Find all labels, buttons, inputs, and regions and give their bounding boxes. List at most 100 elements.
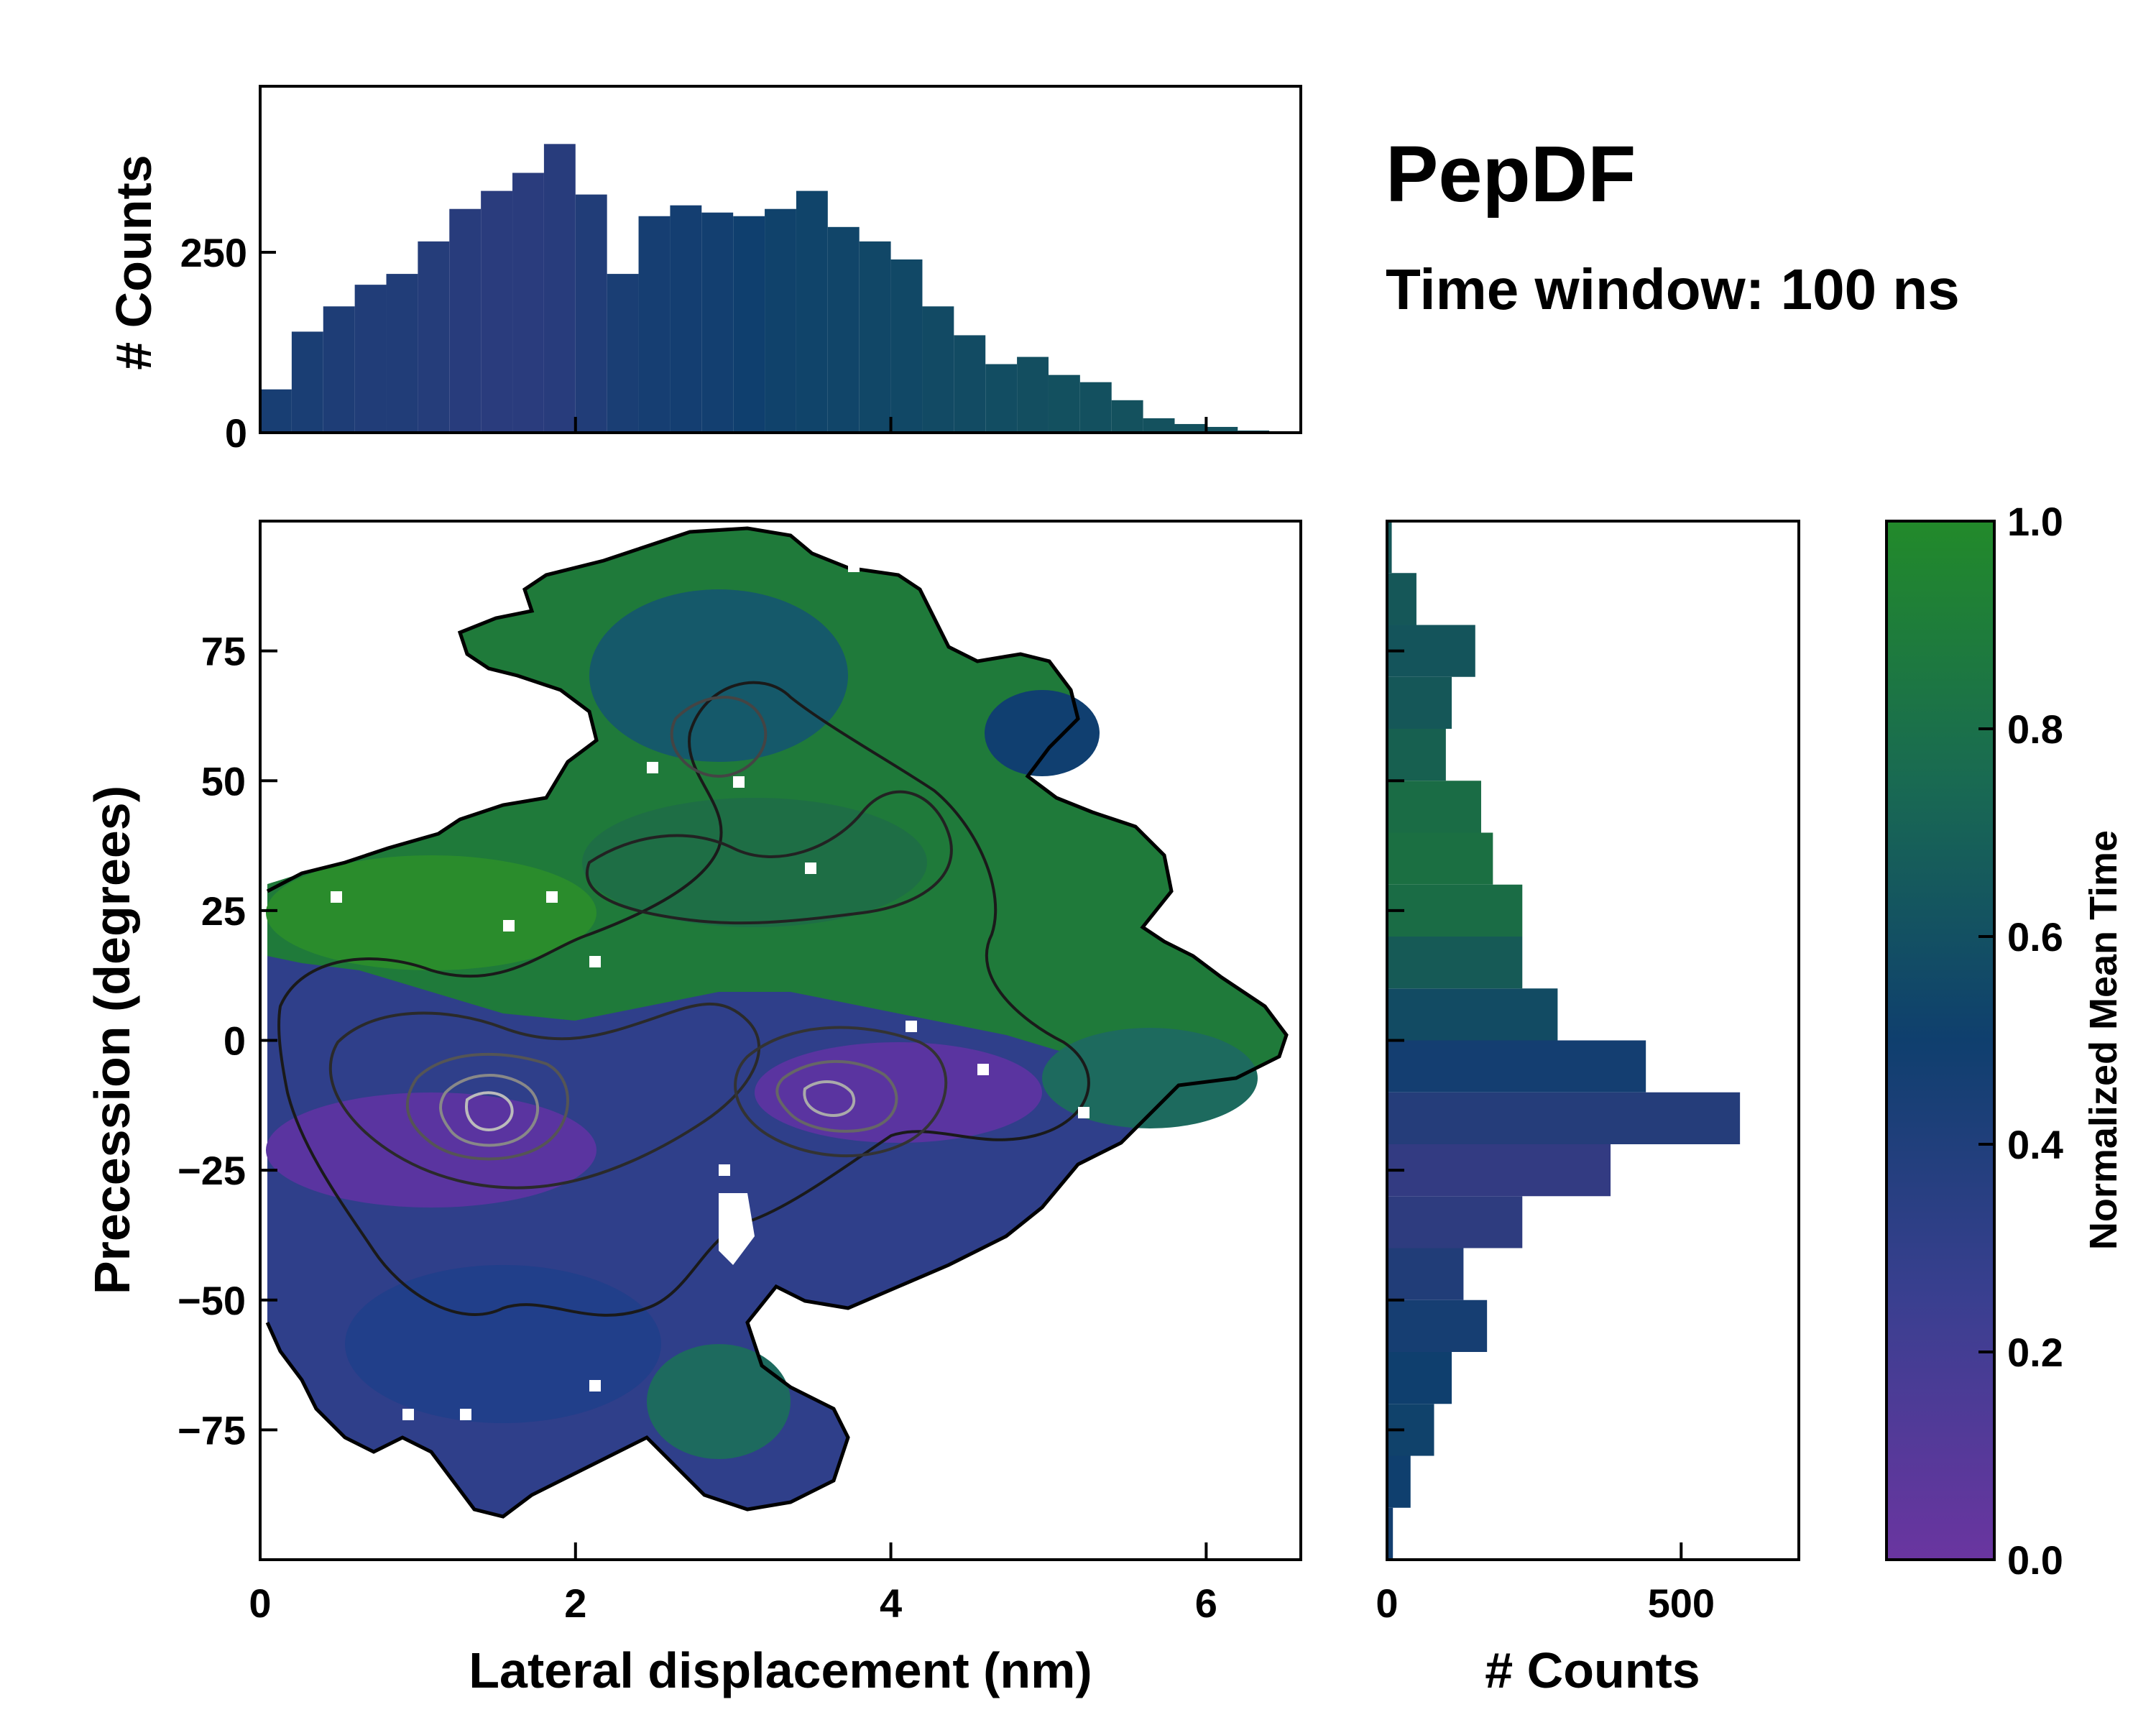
main-heatmap-xtick-label: 2	[564, 1581, 586, 1626]
top-histogram-bar	[607, 274, 639, 433]
main-heatmap-xtick-label: 4	[880, 1581, 902, 1626]
contour-level-5	[465, 1091, 514, 1132]
main-heatmap-ytick-label: −75	[178, 1407, 246, 1453]
main-heatmap-ticks: 0 2 4 6 75 50 25 0 −25 −50 −75	[178, 629, 1217, 1626]
contour-right-2	[775, 1059, 898, 1133]
right-histogram-bar	[1387, 1144, 1611, 1197]
top-histogram-bar	[670, 205, 702, 433]
colorbar-tick-label: 1.0	[2007, 499, 2063, 544]
right-histogram-bar	[1387, 1196, 1523, 1248]
heatmap-holes	[331, 561, 1089, 1420]
right-histogram-xtick-label: 500	[1648, 1581, 1715, 1626]
figure-title: PepDF	[1386, 130, 1636, 218]
main-heatmap-xtick-label: 6	[1195, 1581, 1217, 1626]
main-heatmap-ytick-label: −25	[178, 1148, 246, 1193]
colorbar-tick-label: 0.8	[2007, 707, 2063, 752]
top-histogram-bar	[291, 331, 323, 433]
heatmap-patch-green-left	[266, 855, 596, 970]
colorbar-tick-label: 0.2	[2007, 1330, 2063, 1375]
right-histogram-bar	[1387, 937, 1523, 989]
colorbar-ticks: 0.0 0.2 0.4 0.6 0.8 1.0	[1978, 499, 2063, 1583]
top-histogram-bar	[701, 212, 734, 433]
main-heatmap-xlabel: Lateral displacement (nm)	[469, 1642, 1092, 1698]
right-histogram-bar	[1387, 729, 1446, 781]
contour-level-3	[406, 1052, 569, 1161]
main-heatmap-xtick-label: 0	[249, 1581, 271, 1626]
right-histogram-bar	[1387, 832, 1493, 885]
right-histogram-bar	[1387, 1455, 1411, 1508]
top-histogram-bar	[796, 190, 828, 433]
colorbar-tick-label: 0.0	[2007, 1537, 2063, 1583]
right-histogram-bar	[1387, 573, 1416, 625]
contour-level-2	[328, 1003, 761, 1190]
top-histogram-ytick-label: 250	[180, 230, 247, 275]
right-histogram-xtick-label: 0	[1376, 1581, 1398, 1626]
top-histogram-bar	[449, 208, 482, 433]
top-histogram-bar	[733, 216, 765, 433]
top-histogram-bar	[890, 259, 923, 433]
colorbar-gradient	[1885, 520, 1996, 1561]
top-histogram-bar	[386, 274, 418, 433]
top-histogram-bar	[1206, 426, 1238, 433]
right-histogram-xlabel: # Counts	[1485, 1642, 1700, 1698]
top-histogram: 0 250 # Counts	[106, 85, 1302, 456]
top-histogram-bar	[827, 226, 860, 433]
top-histogram-bar	[922, 306, 954, 433]
right-histogram-bar	[1387, 1092, 1741, 1144]
top-histogram-bar	[638, 216, 671, 433]
heatmap-patch-blue-top	[589, 589, 848, 762]
right-histogram-bars	[1387, 521, 1741, 1560]
main-heatmap-ytick-label: 75	[201, 629, 246, 674]
right-histogram-bar	[1387, 676, 1452, 729]
main-heatmap: 0 2 4 6 75 50 25 0 −25 −50 −75 Lateral displacemen…	[84, 520, 1302, 1698]
top-histogram-bar	[481, 190, 513, 433]
top-histogram-bar	[1079, 382, 1112, 433]
right-histogram-bar	[1387, 988, 1558, 1041]
top-histogram-bar	[418, 241, 450, 433]
top-histogram-bar	[323, 306, 355, 433]
contour-right-3	[803, 1080, 856, 1118]
heatmap-patch-teal-lower	[647, 1344, 791, 1459]
main-heatmap-ytick-label: −50	[178, 1278, 246, 1323]
top-histogram-bar	[765, 208, 796, 433]
top-histogram-bar	[1174, 423, 1207, 433]
contour-right-1	[734, 1026, 948, 1158]
top-histogram-ticks: 0 250	[180, 230, 1208, 456]
top-histogram-bar	[354, 285, 387, 433]
top-histogram-bar	[1017, 356, 1049, 433]
contour-upper-2	[670, 696, 768, 778]
heatmap-patch-blue-right	[985, 690, 1100, 776]
right-histogram-bar	[1387, 1507, 1393, 1560]
top-histogram-bar	[543, 144, 576, 433]
colorbar-tick-label: 0.6	[2007, 914, 2063, 960]
main-heatmap-ytick-label: 25	[201, 888, 246, 934]
top-histogram-ytick-label: 0	[225, 410, 247, 456]
heatmap-density-region	[266, 528, 1286, 1517]
heatmap-patch-teal-right	[1042, 1028, 1258, 1128]
right-histogram-bar	[1387, 1040, 1646, 1092]
heatmap-contours	[265, 526, 1289, 1519]
top-histogram-frame	[259, 85, 1302, 434]
main-heatmap-ytick-label: 50	[201, 758, 246, 804]
right-histogram-bar	[1387, 1248, 1464, 1300]
top-histogram-bar	[1111, 400, 1143, 433]
top-histogram-ylabel: # Counts	[106, 155, 162, 369]
right-histogram-bar	[1387, 884, 1523, 937]
heatmap-patch-blue-lower	[345, 1265, 661, 1423]
top-histogram-bar	[859, 241, 891, 433]
top-histogram-bar	[1048, 374, 1080, 433]
top-histogram-bar	[260, 389, 292, 433]
figure-subtitle: Time window: 100 ns	[1386, 257, 1960, 321]
main-heatmap-ytick-label: 0	[224, 1018, 246, 1064]
top-histogram-bars	[260, 144, 1270, 433]
contour-level-1	[277, 681, 1090, 1317]
main-heatmap-ylabel: Precession (degrees)	[84, 786, 140, 1294]
right-histogram-ticks: 0 500	[1376, 649, 1715, 1626]
right-histogram-bar	[1387, 781, 1481, 833]
right-histogram: 0 500 # Counts	[1376, 520, 1800, 1698]
contour-level-4	[439, 1074, 539, 1147]
top-histogram-bar	[512, 172, 544, 433]
colorbar: 0.0 0.2 0.4 0.6 0.8 1.0 Normalized Mean Time	[1885, 499, 2125, 1583]
colorbar-label: Normalized Mean Time	[2082, 830, 2125, 1250]
